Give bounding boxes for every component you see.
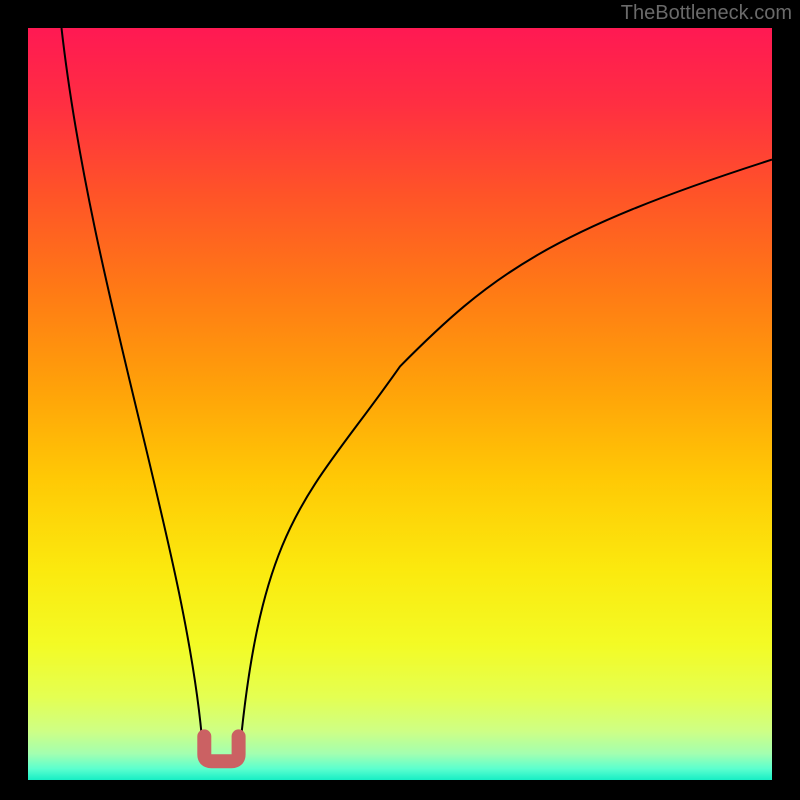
plot-background (28, 28, 772, 780)
watermark-text: TheBottleneck.com (621, 2, 792, 25)
bottleneck-plot (28, 28, 772, 780)
chart-frame: TheBottleneck.com (0, 0, 800, 800)
